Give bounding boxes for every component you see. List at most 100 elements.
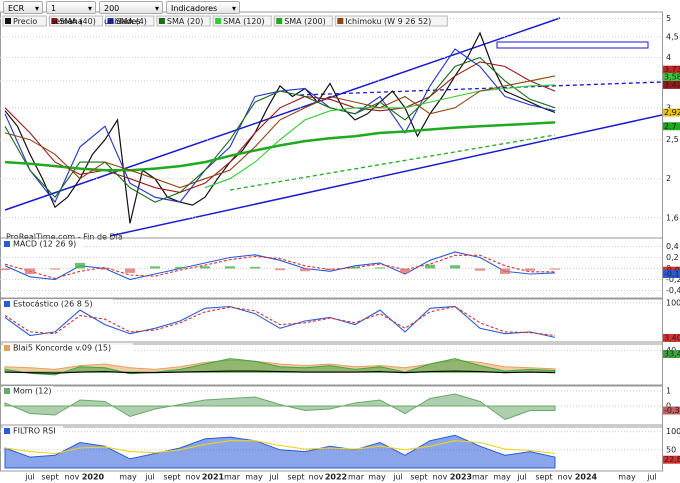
last-value-label: -0,0 xyxy=(664,266,680,275)
x-tick-label: nov xyxy=(309,473,324,482)
last-value-tag xyxy=(663,406,680,415)
histogram-bar xyxy=(75,263,85,269)
panel-icon xyxy=(4,301,10,307)
x-tick-label: sept xyxy=(410,473,427,482)
last-value-label: 22,8 xyxy=(664,455,680,464)
histogram-bar xyxy=(175,266,185,269)
channel-lower xyxy=(109,114,663,237)
x-tick-label: may xyxy=(368,473,386,482)
histogram-bar xyxy=(550,268,560,270)
x-tick-label: nov xyxy=(433,473,448,482)
series-line xyxy=(4,305,556,338)
panel-title: MACD (12 26 9) xyxy=(13,240,76,249)
indicators-button[interactable]: Indicadores xyxy=(166,1,240,15)
legend-label: SMA (200) xyxy=(284,17,326,26)
last-value-tag xyxy=(663,72,680,81)
histogram-bar xyxy=(375,267,385,269)
last-value-label: -0,1 xyxy=(664,270,680,279)
panel-title-bg xyxy=(3,343,133,352)
histogram-bar xyxy=(125,268,135,273)
x-tick-label: sept xyxy=(535,473,552,482)
last-value-tag xyxy=(663,333,680,342)
legend-swatch xyxy=(276,18,283,24)
panel-frame xyxy=(0,424,663,472)
symbol-select[interactable]: ECR xyxy=(3,1,43,15)
x-tick-label: may xyxy=(618,473,636,482)
y-tick-label: 1 xyxy=(666,387,671,396)
last-value-label: 33,4 xyxy=(664,350,680,359)
panel-frame xyxy=(0,297,663,345)
last-value-tag xyxy=(663,270,680,278)
series-line xyxy=(4,56,556,203)
x-tick-label: 2021 xyxy=(202,473,225,482)
series-line xyxy=(4,440,556,455)
y-tick-label: 100 xyxy=(666,298,680,307)
histogram-bar xyxy=(325,268,335,271)
histogram-bar xyxy=(525,268,535,271)
target-box xyxy=(496,41,649,49)
y-tick-label: 3 xyxy=(666,103,671,112)
panel-title: Blai5 Koncorde v.09 (15) xyxy=(13,344,111,353)
last-value-tag xyxy=(663,455,680,464)
series-line xyxy=(204,84,556,189)
panel-icon xyxy=(4,345,10,351)
histogram-bar xyxy=(250,266,260,269)
last-value-tag xyxy=(663,350,680,359)
y-tick-label: 0,4 xyxy=(666,242,679,251)
last-value-label: 2,92 xyxy=(664,108,680,117)
area xyxy=(4,358,556,376)
histogram-bar xyxy=(150,266,160,269)
histogram-bar xyxy=(500,268,510,274)
series-line xyxy=(4,305,556,337)
histogram-bar xyxy=(225,266,235,269)
support-line xyxy=(229,134,556,191)
series-line xyxy=(4,121,556,172)
last-value-tag xyxy=(663,266,680,275)
x-tick-label: 2020 xyxy=(82,473,105,482)
area xyxy=(4,393,556,421)
area xyxy=(4,359,556,373)
legend-box xyxy=(2,15,47,27)
period-select[interactable]: 1 semana xyxy=(46,1,96,26)
panel-title-bg xyxy=(3,426,63,435)
y-tick-label: -0,4 xyxy=(666,286,680,295)
histogram-bar xyxy=(475,268,485,271)
y-tick-label: 0 xyxy=(666,402,671,411)
x-tick-label: sept xyxy=(163,473,180,482)
legend-label: SMA (120) xyxy=(223,17,265,26)
channel-upper xyxy=(4,17,561,211)
legend-swatch xyxy=(5,18,11,24)
x-tick-label: jul xyxy=(24,473,35,482)
panel-frame xyxy=(0,237,663,300)
y-tick-label: 50 xyxy=(666,445,676,454)
last-value-tag xyxy=(663,122,680,131)
legend-box xyxy=(212,15,272,27)
panel-frame xyxy=(0,341,663,387)
y-tick-label: 100 xyxy=(666,427,680,436)
x-tick-label: nov xyxy=(186,473,201,482)
last-value-label: 2,7 xyxy=(664,122,677,131)
legend-swatch xyxy=(337,18,344,24)
last-value-tag xyxy=(663,108,680,117)
x-tick-label: jul xyxy=(144,473,155,482)
panel-icon xyxy=(4,388,10,394)
x-tick-label: mar xyxy=(348,473,365,482)
y-tick-label: 1,6 xyxy=(666,213,679,222)
area xyxy=(4,434,556,469)
series-line xyxy=(4,370,556,374)
legend-swatch xyxy=(158,18,165,24)
x-tick-label: mar xyxy=(224,473,241,482)
x-tick-label: 2024 xyxy=(575,473,598,482)
units-select[interactable]: 200 unidades xyxy=(99,1,163,26)
x-tick-label: sept xyxy=(41,473,58,482)
last-value-tag xyxy=(663,80,680,89)
panel-title-bg xyxy=(3,299,113,308)
resistance-line xyxy=(299,81,663,96)
x-tick-label: may xyxy=(245,473,263,482)
series-line xyxy=(4,61,556,193)
x-tick-label: jul xyxy=(516,473,527,482)
histogram-bar xyxy=(400,268,410,273)
panel-title: FILTRO RSI xyxy=(13,427,56,436)
